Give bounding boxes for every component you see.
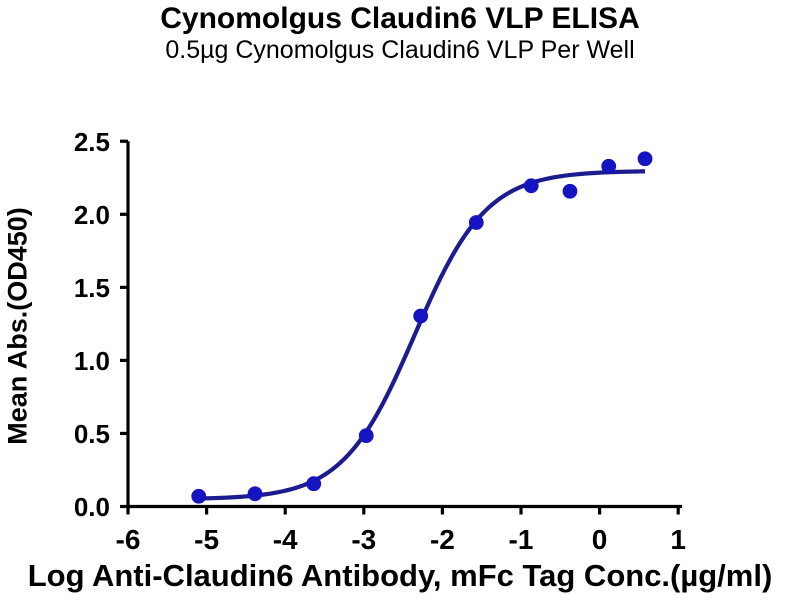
svg-text:1: 1 [670,524,686,555]
svg-text:1.5: 1.5 [74,273,110,303]
svg-text:-2: -2 [430,524,455,555]
svg-text:-5: -5 [194,524,219,555]
svg-text:0: 0 [592,524,608,555]
svg-text:-4: -4 [273,524,298,555]
svg-text:2.0: 2.0 [74,200,110,230]
svg-text:-6: -6 [116,524,141,555]
svg-text:0.0: 0.0 [74,492,110,522]
svg-text:-1: -1 [509,524,534,555]
svg-text:2.5: 2.5 [74,127,110,157]
svg-text:1.0: 1.0 [74,346,110,376]
svg-text:0.5: 0.5 [74,419,110,449]
svg-text:-3: -3 [351,524,376,555]
